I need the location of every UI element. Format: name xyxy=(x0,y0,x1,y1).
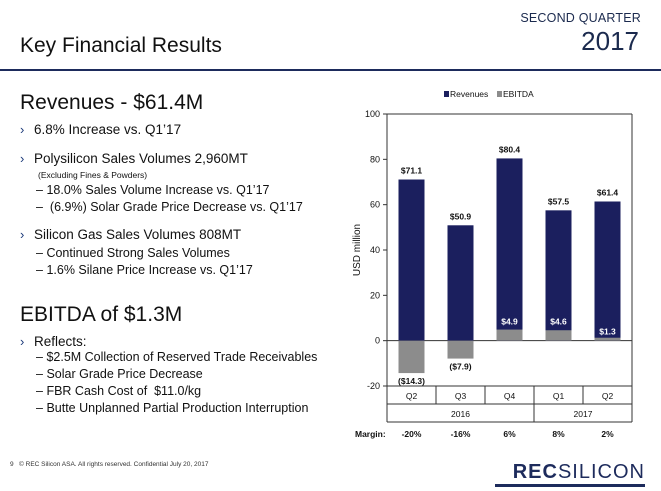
dash-icon: – xyxy=(36,367,47,381)
ebitda-label: ($14.3) xyxy=(398,376,425,386)
revenue-bullet: › Polysilicon Sales Volumes 2,960MT xyxy=(20,151,248,166)
x-tick-label: Q2 xyxy=(602,391,614,401)
sub-bullet: – Solar Grade Price Decrease xyxy=(36,367,203,381)
sub-bullet: – (6.9%) Solar Grade Price Decrease vs. … xyxy=(36,200,303,214)
revenues-heading: Revenues - $61.4M xyxy=(20,91,204,114)
y-tick-label: 40 xyxy=(370,245,380,255)
y-tick-label: -20 xyxy=(367,381,380,391)
chevron-icon: › xyxy=(20,227,25,242)
footer-text: 9 © REC Silicon ASA. All rights reserved… xyxy=(10,461,208,468)
y-axis-label: USD million xyxy=(352,224,363,276)
company-logo: RECSILICON xyxy=(512,461,645,483)
margin-value: 2% xyxy=(601,429,614,439)
ebitda-label-bg xyxy=(547,315,570,327)
dash-icon: – xyxy=(36,263,47,277)
y-tick-label: 0 xyxy=(375,336,380,346)
page-title: Key Financial Results xyxy=(20,34,222,57)
revenue-label: $50.9 xyxy=(450,211,472,221)
bullet-text: Polysilicon Sales Volumes 2,960MT xyxy=(34,151,248,166)
chevron-icon: › xyxy=(20,334,25,349)
dash-icon: – xyxy=(36,384,47,398)
sub-bullet: – Continued Strong Sales Volumes xyxy=(36,246,230,260)
chevron-icon: › xyxy=(20,122,25,137)
ebitda-label-bg xyxy=(498,315,521,327)
ebitda-bar xyxy=(594,337,621,341)
group-label: 2017 xyxy=(574,409,593,419)
sub-bullet: – 1.6% Silane Price Increase vs. Q1’17 xyxy=(36,263,253,277)
year-label: 2017 xyxy=(581,26,639,56)
y-tick-label: 60 xyxy=(370,200,380,210)
legend-swatch xyxy=(444,91,449,97)
revenue-label: $61.4 xyxy=(597,187,619,197)
copyright: © REC Silicon ASA. All rights reserved. … xyxy=(19,461,209,468)
title-divider xyxy=(0,69,661,71)
y-tick-label: 80 xyxy=(370,154,380,164)
revenue-label: $80.4 xyxy=(499,144,521,154)
legend-label: Revenues xyxy=(450,89,488,99)
logo-underline xyxy=(495,484,645,487)
bullet-note: (Excluding Fines & Powders) xyxy=(38,170,148,180)
quarter-label: SECOND QUARTER xyxy=(520,11,641,25)
bullet-text: 6.8% Increase vs. Q1’17 xyxy=(34,122,182,137)
x-tick-label: Q1 xyxy=(553,391,565,401)
ebitda-label: ($7.9) xyxy=(449,362,471,372)
margin-value: -16% xyxy=(451,429,471,439)
ebitda-label: $1.3 xyxy=(599,327,616,337)
revenue-label: $71.1 xyxy=(401,166,423,176)
y-tick-label: 100 xyxy=(365,109,380,119)
margin-value: -20% xyxy=(402,429,422,439)
dash-icon: – xyxy=(36,200,47,214)
revenue-bar xyxy=(447,225,474,341)
margin-label: Margin: xyxy=(355,429,386,439)
chevron-icon: › xyxy=(20,151,25,166)
x-tick-label: Q4 xyxy=(504,391,516,401)
ebitda-bar xyxy=(496,329,523,341)
sub-bullet: – 18.0% Sales Volume Increase vs. Q1’17 xyxy=(36,183,270,197)
group-label: 2016 xyxy=(451,409,470,419)
ebitda-label: $4.6 xyxy=(550,317,567,327)
margin-value: 8% xyxy=(552,429,565,439)
ebitda-bar xyxy=(447,340,474,359)
legend-swatch xyxy=(497,91,502,97)
revenue-label: $57.5 xyxy=(548,196,570,206)
ebitda-bullet: › Reflects: xyxy=(20,334,87,349)
legend-label: EBITDA xyxy=(503,89,534,99)
ebitda-heading: EBITDA of $1.3M xyxy=(20,303,183,326)
ebitda-label-bg xyxy=(596,325,619,337)
dash-icon: – xyxy=(36,183,47,197)
revenue-bullet: › Silicon Gas Sales Volumes 808MT xyxy=(20,227,241,242)
bullet-text: Reflects: xyxy=(34,334,87,349)
ebitda-bar xyxy=(398,340,425,374)
revenue-bar xyxy=(398,179,425,341)
dash-icon: – xyxy=(36,246,47,260)
page-number: 9 xyxy=(10,461,14,468)
x-tick-label: Q2 xyxy=(406,391,418,401)
dash-icon: – xyxy=(36,401,47,415)
revenue-bullet: › 6.8% Increase vs. Q1’17 xyxy=(20,122,181,137)
bullet-text: Silicon Gas Sales Volumes 808MT xyxy=(34,227,242,242)
ebitda-bar xyxy=(545,330,572,341)
x-tick-label: Q3 xyxy=(455,391,467,401)
sub-bullet: – $2.5M Collection of Reserved Trade Rec… xyxy=(36,350,318,364)
sub-bullet: – Butte Unplanned Partial Production Int… xyxy=(36,401,309,415)
margin-value: 6% xyxy=(503,429,516,439)
dash-icon: – xyxy=(36,350,47,364)
sub-bullet: – FBR Cash Cost of $11.0/kg xyxy=(36,384,202,398)
ebitda-label: $4.9 xyxy=(501,317,518,327)
revenue-bar xyxy=(594,201,621,341)
revenue-bar xyxy=(496,158,523,341)
y-tick-label: 20 xyxy=(370,290,380,300)
